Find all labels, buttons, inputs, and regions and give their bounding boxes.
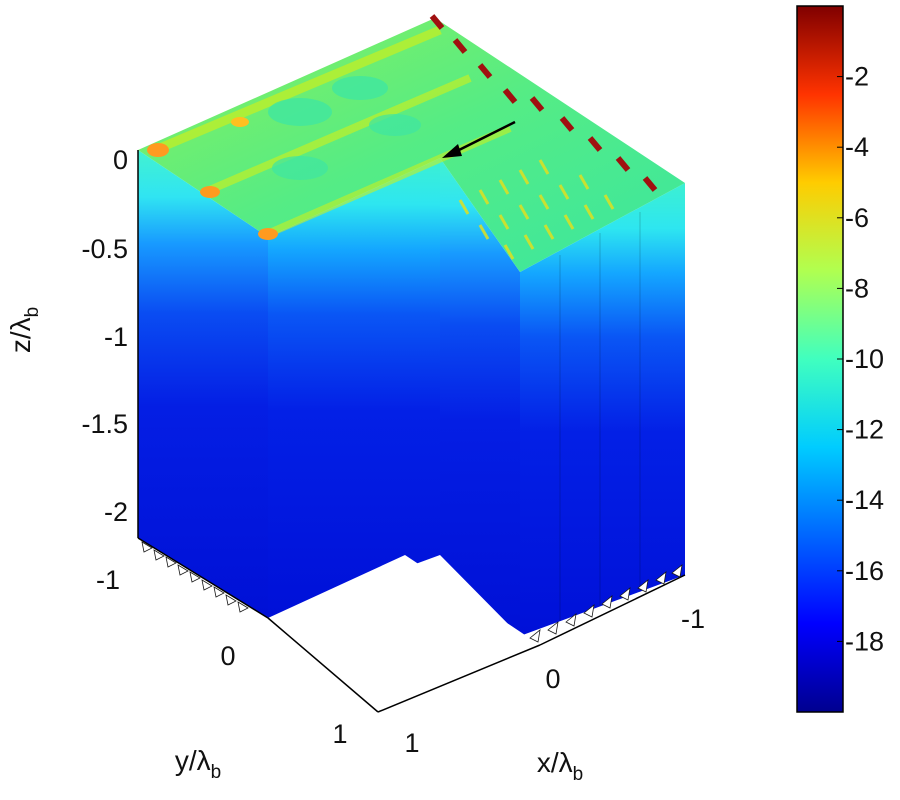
x-tick-1: 0 [545, 664, 560, 694]
colorbar-tick-label-2: -6 [845, 203, 869, 233]
y-tick-0: -1 [96, 565, 120, 595]
y-tick-2: 1 [332, 719, 347, 749]
colorbar-tick-label-5: -12 [845, 415, 884, 445]
colorbar-tick-label-1: -4 [845, 132, 869, 162]
x-tick-0: -1 [681, 604, 705, 634]
y-axis-label-sub: b [211, 762, 222, 783]
x-tick-2: 1 [404, 728, 419, 758]
y-axis-label-main: y/λ [175, 745, 211, 776]
z-axis-label-sub: b [22, 307, 43, 318]
z-tick-2: -1 [104, 322, 128, 352]
y-axis-label: y/λb [175, 745, 221, 783]
y-tick-1: 0 [220, 641, 235, 671]
top-surface-pattern [147, 25, 615, 260]
colorbar: -2 -4 -6 -8 -10 -12 -14 -16 -18 [796, 5, 884, 713]
x-axis-label: x/λb [537, 747, 583, 785]
volume-surface [138, 14, 685, 712]
colorbar-tick-label-7: -16 [845, 556, 884, 586]
notch-left-face [268, 158, 440, 618]
y-axis-tick-marks [141, 541, 249, 613]
colorbar-tick-label-8: -18 [845, 626, 884, 656]
z-tick-4: -2 [104, 497, 128, 527]
axis-frame [137, 150, 686, 713]
x-axis-label-sub: b [573, 764, 584, 785]
z-axis: 0 -0.5 -1 -1.5 -2 z/λb [5, 145, 128, 527]
z-tick-0: 0 [113, 145, 128, 175]
colorbar-gradient [796, 5, 844, 713]
dashed-edge-line [429, 14, 658, 192]
colorbar-tick-label-6: -14 [845, 485, 884, 515]
colorbar-tick-label-0: -2 [845, 62, 869, 92]
right-front-face [520, 183, 685, 636]
x-axis-tick-marks [529, 564, 683, 643]
z-axis-label: z/λb [5, 307, 43, 353]
y-axis: -1 0 1 y/λb [96, 565, 348, 783]
z-tick-1: -0.5 [81, 234, 128, 264]
colorbar-tick-label-3: -8 [845, 273, 869, 303]
annotation-arrow [442, 120, 516, 158]
colorbar-tick-label-4: -10 [845, 344, 884, 374]
x-axis: -1 0 1 x/λb [404, 604, 705, 785]
left-front-face [138, 150, 268, 618]
z-tick-3: -1.5 [81, 409, 128, 439]
z-axis-label-main: z/λ [5, 317, 36, 353]
x-axis-label-main: x/λ [537, 747, 573, 778]
notch-right-face [440, 158, 520, 636]
colorbar-ticks: -2 -4 -6 -8 -10 -12 -14 -16 -18 [837, 62, 884, 656]
